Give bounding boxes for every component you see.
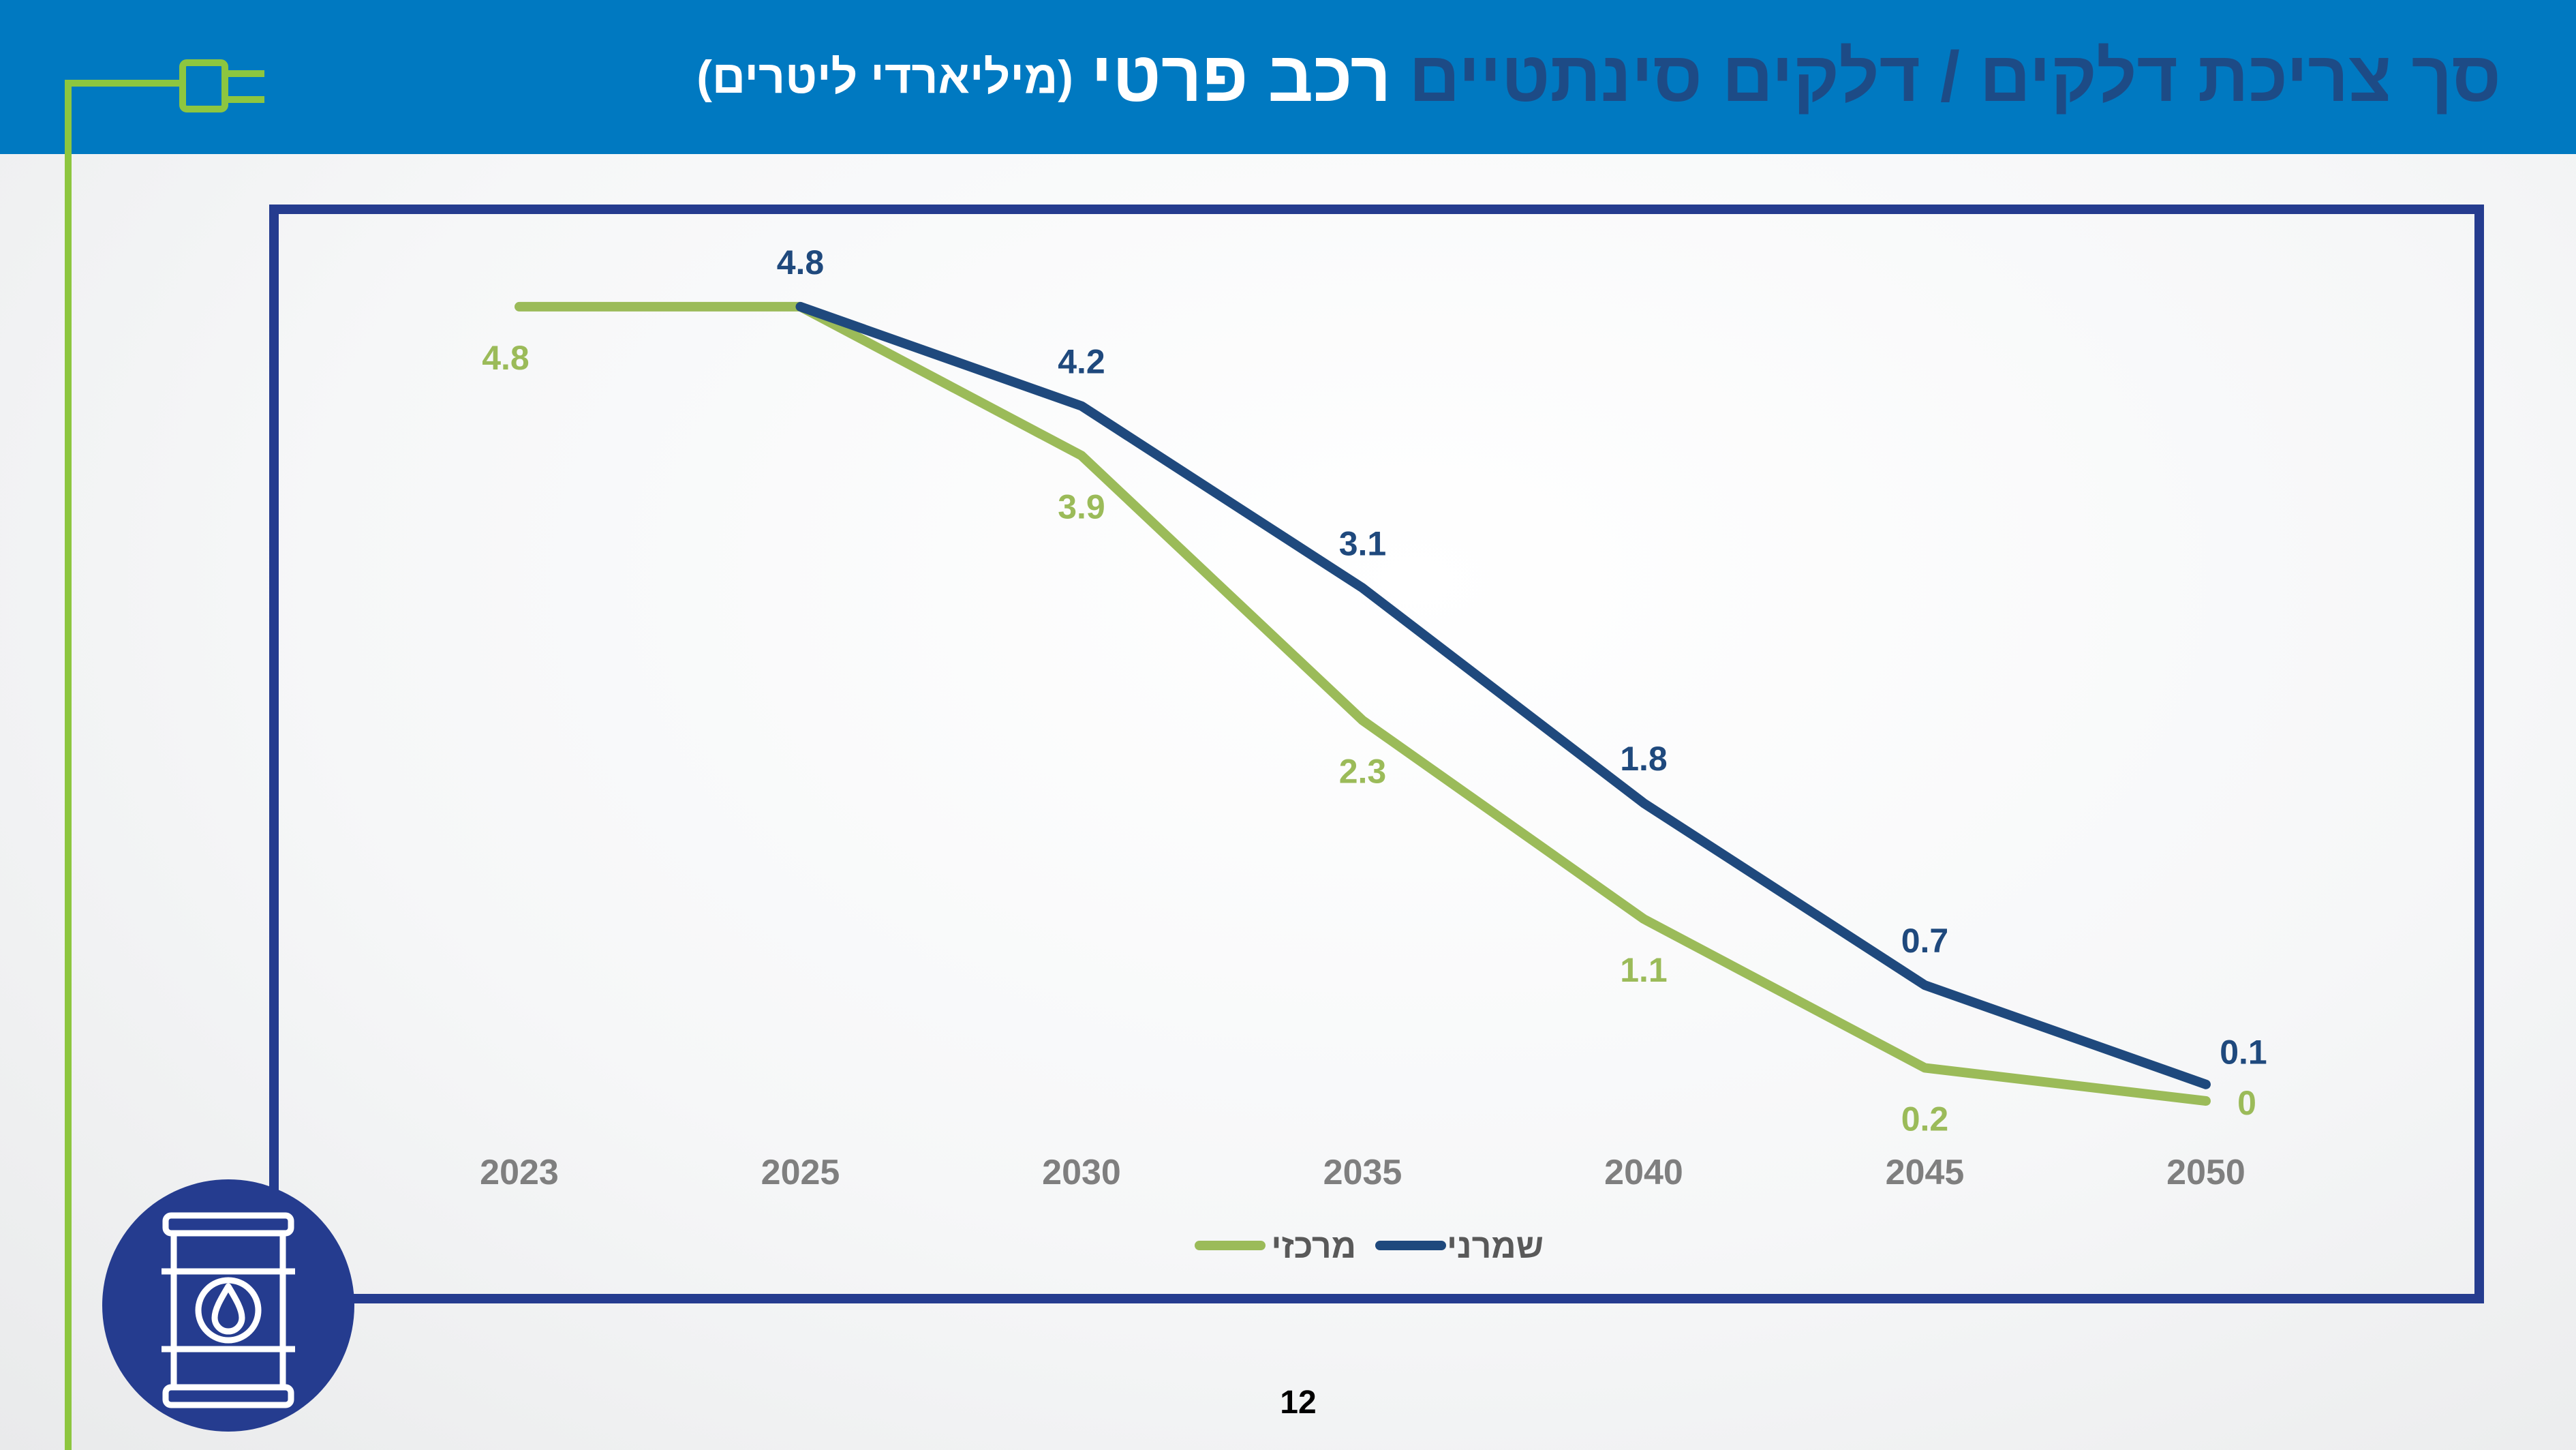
x-tick-label: 2035 [1323, 1153, 1402, 1192]
title-unit: (מיליארדי ליטרים) [696, 51, 1073, 103]
data-label: 0.2 [1901, 1100, 1949, 1138]
data-label: 0 [2237, 1084, 2256, 1122]
legend-label: מרכזי [1271, 1227, 1356, 1265]
x-tick-label: 2045 [1886, 1153, 1965, 1192]
series-line-markazi [515, 301, 2211, 1106]
data-label: 3.1 [1339, 525, 1387, 563]
data-label: 2.3 [1339, 753, 1387, 791]
header-bar: סך צריכת דלקים / דלקים סינתטיים רכב פרטי… [0, 0, 2576, 154]
x-tick-label: 2050 [2166, 1153, 2245, 1192]
title-bold: רכב פרטי [1090, 37, 1392, 117]
x-tick-label: 2030 [1042, 1153, 1121, 1192]
x-tick-label: 2040 [1604, 1153, 1683, 1192]
page-number: 12 [1280, 1385, 1317, 1421]
data-label: 3.9 [1058, 487, 1105, 526]
data-label: 1.1 [1620, 951, 1668, 989]
legend-label: שמרני [1447, 1227, 1544, 1265]
data-label: 4.8 [482, 339, 530, 377]
x-tick-label: 2023 [480, 1153, 559, 1192]
x-tick-label: 2025 [761, 1153, 840, 1192]
chart-frame [269, 205, 2484, 1303]
page-title: סך צריכת דלקים / דלקים סינתטיים רכב פרטי… [696, 26, 2501, 128]
title-main: סך צריכת דלקים / דלקים סינתטיים [1409, 37, 2501, 117]
data-label: 1.8 [1620, 740, 1668, 778]
data-label: 0.7 [1901, 922, 1949, 960]
data-label: 0.1 [2220, 1033, 2267, 1072]
series-line-shamrani [795, 301, 2211, 1089]
data-label: 4.8 [777, 243, 825, 282]
oil-barrel-icon [102, 1179, 354, 1432]
data-label: 4.2 [1058, 343, 1105, 381]
plug-icon [65, 59, 264, 1450]
